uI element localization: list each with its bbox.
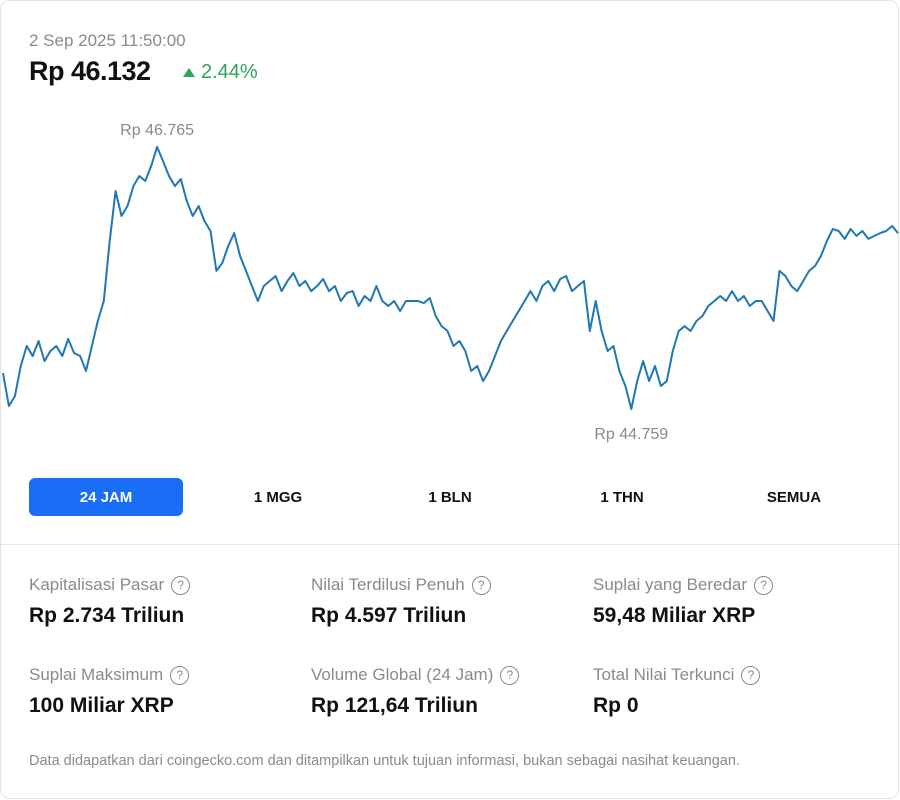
stat-value: Rp 121,64 Triliun: [311, 694, 478, 717]
help-icon[interactable]: ?: [500, 665, 520, 685]
stat-value: Rp 0: [593, 694, 639, 717]
stat-market-cap: Kapitalisasi Pasar? Rp 2.734 Triliun: [29, 575, 309, 628]
help-icon[interactable]: ?: [754, 575, 774, 595]
time-range-tabs: 24 JAM 1 MGG 1 BLN 1 THN SEMUA: [20, 478, 880, 516]
stat-global-volume: Volume Global (24 Jam)? Rp 121,64 Triliu…: [311, 665, 591, 718]
price-change: 2.44%: [183, 61, 258, 84]
price-chart[interactable]: Rp 46.765 Rp 44.759: [1, 101, 900, 446]
stat-value: 59,48 Miliar XRP: [593, 604, 756, 627]
disclaimer-text: Data didapatkan dari coingecko.com dan d…: [29, 753, 740, 769]
price-change-percent: 2.44%: [201, 61, 258, 83]
stat-total-value-locked: Total Nilai Terkunci? Rp 0: [593, 665, 873, 718]
current-price: Rp 46.132: [29, 56, 151, 86]
stat-value: 100 Miliar XRP: [29, 694, 174, 717]
stat-circulating-supply: Suplai yang Beredar? 59,48 Miliar XRP: [593, 575, 873, 628]
tab-1-thn[interactable]: 1 THN: [600, 488, 644, 506]
tab-1-mgg[interactable]: 1 MGG: [253, 488, 303, 506]
stat-max-supply: Suplai Maksimum? 100 Miliar XRP: [29, 665, 309, 718]
stat-label: Kapitalisasi Pasar: [29, 575, 165, 594]
help-icon[interactable]: ?: [170, 665, 190, 685]
stat-label: Volume Global (24 Jam): [311, 665, 494, 684]
help-icon[interactable]: ?: [471, 575, 491, 595]
min-price-label: Rp 44.759: [594, 426, 668, 443]
help-icon[interactable]: ?: [171, 575, 191, 595]
stat-label: Suplai yang Beredar: [593, 575, 748, 594]
price-line: [2, 146, 899, 410]
tab-semua[interactable]: SEMUA: [766, 488, 822, 506]
stat-label: Total Nilai Terkunci: [593, 665, 735, 684]
stat-value: Rp 2.734 Triliun: [29, 604, 185, 627]
stat-label: Nilai Terdilusi Penuh: [311, 575, 465, 594]
tab-1-bln[interactable]: 1 BLN: [428, 488, 472, 506]
price-timestamp: 2 Sep 2025 11:50:00: [29, 31, 186, 50]
stat-value: Rp 4.597 Triliun: [311, 604, 467, 627]
tab-24-jam[interactable]: 24 JAM: [29, 478, 183, 516]
triangle-up-icon: [183, 68, 195, 77]
help-icon[interactable]: ?: [741, 665, 761, 685]
max-price-label: Rp 46.765: [120, 122, 194, 139]
divider: [1, 544, 900, 545]
stat-label: Suplai Maksimum: [29, 665, 164, 684]
stat-fully-diluted-value: Nilai Terdilusi Penuh? Rp 4.597 Triliun: [311, 575, 591, 628]
